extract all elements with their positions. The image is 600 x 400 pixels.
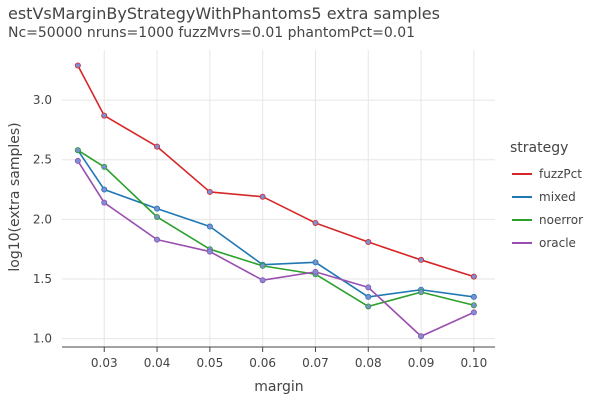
y-tick-label: 3.0 — [33, 93, 52, 107]
data-point-oracle — [470, 309, 477, 316]
data-point-mixed — [154, 205, 161, 212]
data-point-fuzzPct — [259, 193, 266, 200]
data-point-noerror — [101, 163, 108, 170]
data-point-oracle — [312, 268, 319, 275]
data-point-mixed — [470, 293, 477, 300]
x-tick-label: 0.10 — [461, 356, 488, 370]
y-tick-label: 2.0 — [33, 212, 52, 226]
data-point-noerror — [259, 262, 266, 269]
data-point-oracle — [259, 277, 266, 284]
data-point-oracle — [74, 157, 81, 164]
legend: strategy fuzzPct mixed noerror oracle — [510, 140, 583, 250]
x-tick-label: 0.08 — [355, 356, 382, 370]
data-point-fuzzPct — [470, 273, 477, 280]
axes: 0.03 0.04 0.05 0.06 0.07 0.08 0.09 0.10 1.0 1.5 2.… — [33, 93, 495, 370]
data-point-mixed — [206, 223, 213, 230]
data-point-fuzzPct — [206, 188, 213, 195]
data-point-noerror — [74, 147, 81, 154]
y-tick-label: 1.5 — [33, 272, 52, 286]
data-point-fuzzPct — [101, 112, 108, 119]
legend-label-fuzzPct: fuzzPct — [539, 167, 582, 181]
x-tick-label: 0.04 — [144, 356, 171, 370]
series-line-oracle — [77, 160, 475, 338]
data-point-fuzzPct — [154, 143, 161, 150]
legend-title: strategy — [510, 140, 568, 156]
x-tick-label: 0.05 — [196, 356, 223, 370]
y-tick-label: 1.0 — [33, 332, 52, 346]
data-point-oracle — [418, 333, 425, 340]
data-point-oracle — [101, 199, 108, 206]
data-point-noerror — [470, 302, 477, 309]
data-point-oracle — [154, 236, 161, 243]
x-axis-title: margin — [254, 379, 303, 395]
data-point-mixed — [312, 259, 319, 266]
data-point-fuzzPct — [74, 62, 81, 69]
y-tick-label: 2.5 — [33, 153, 52, 167]
chart-subtitle: Nc=50000 nruns=1000 fuzzMvrs=0.01 phanto… — [8, 25, 415, 41]
legend-label-mixed: mixed — [539, 190, 576, 204]
x-tick-label: 0.06 — [249, 356, 276, 370]
series-lines — [77, 65, 475, 338]
x-tick-label: 0.07 — [302, 356, 329, 370]
data-point-mixed — [101, 186, 108, 193]
series-line-fuzzPct — [77, 65, 475, 278]
data-points — [74, 62, 477, 340]
series-line-noerror — [77, 149, 475, 308]
data-point-mixed — [365, 293, 372, 300]
series-line-mixed — [77, 149, 474, 298]
data-point-noerror — [418, 289, 425, 296]
data-point-fuzzPct — [365, 239, 372, 246]
y-axis-title: log10(extra samples) — [7, 122, 23, 271]
data-point-fuzzPct — [418, 256, 425, 263]
data-point-oracle — [365, 284, 372, 291]
data-point-noerror — [154, 213, 161, 220]
legend-label-noerror: noerror — [539, 213, 583, 227]
x-tick-label: 0.09 — [408, 356, 435, 370]
data-point-fuzzPct — [312, 219, 319, 226]
chart-title: estVsMarginByStrategyWithPhantoms5 extra… — [8, 4, 440, 23]
data-point-noerror — [365, 303, 372, 310]
gridlines — [62, 50, 495, 347]
x-tick-label: 0.03 — [91, 356, 118, 370]
legend-label-oracle: oracle — [539, 236, 576, 250]
data-point-oracle — [206, 248, 213, 255]
